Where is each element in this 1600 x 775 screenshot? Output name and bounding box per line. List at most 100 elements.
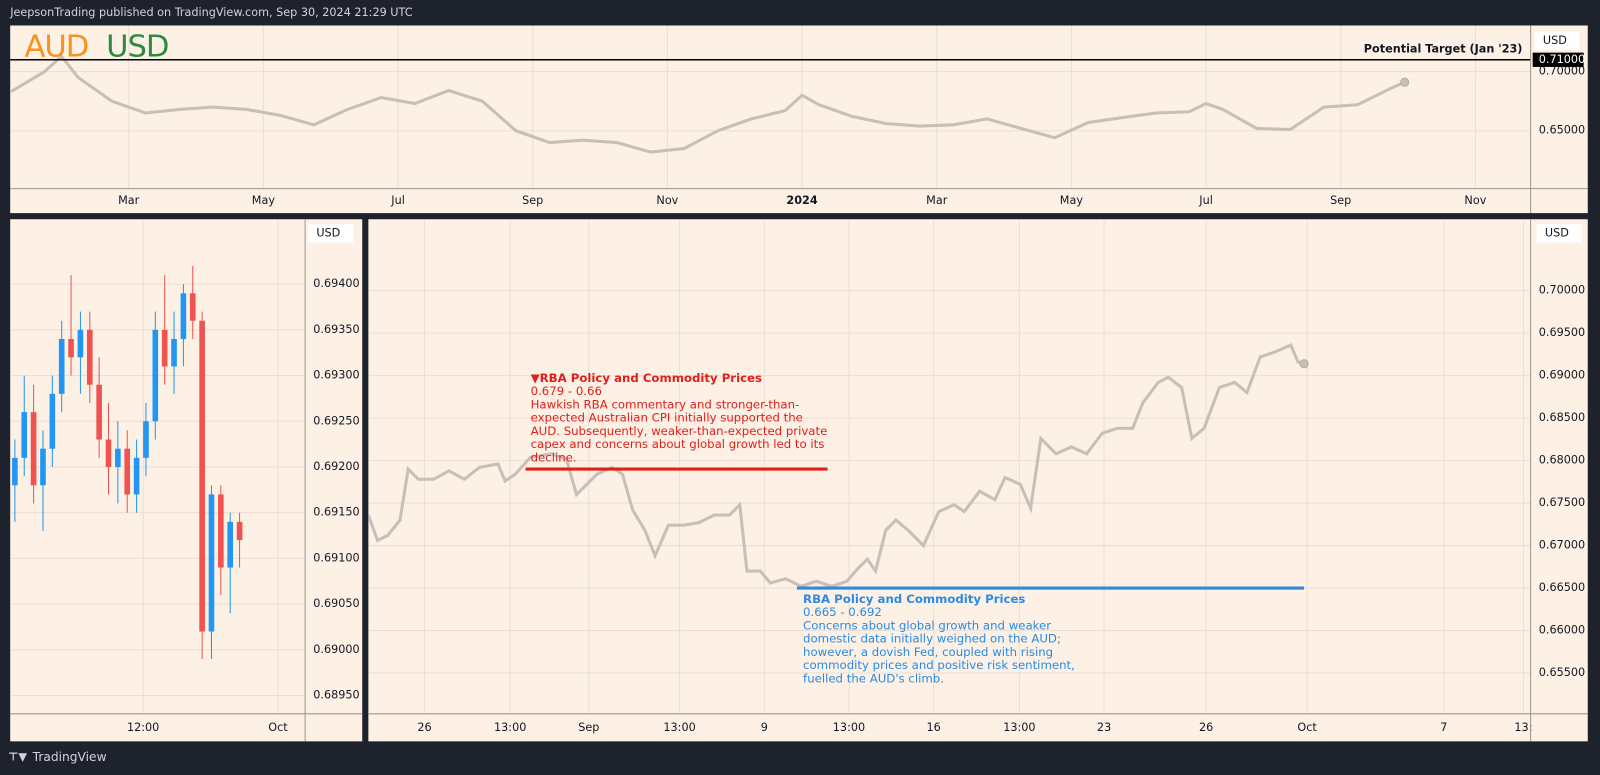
candle-body	[227, 521, 234, 568]
plot-area	[10, 219, 306, 714]
unit-box	[308, 224, 354, 243]
x-tick-label: Sep	[522, 194, 543, 207]
candle-body	[77, 329, 84, 358]
x-tick-label: 9	[761, 721, 768, 734]
y-tick-label: 0.69200	[313, 460, 359, 473]
candle-body	[199, 320, 205, 632]
price-line	[368, 342, 1305, 589]
note-text: expected Australian CPI initially suppor…	[531, 411, 803, 425]
x-tick-label: Mar	[926, 194, 948, 207]
x-tick-label: Oct	[268, 721, 288, 734]
symbol-quote: USD	[106, 29, 168, 64]
y-tick-label: 0.68500	[1539, 411, 1585, 424]
x-tick-label: May	[252, 194, 276, 207]
note-title: ▼RBA Policy and Commodity Prices	[531, 371, 762, 385]
candle-body	[58, 339, 65, 394]
y-tick-label: 0.69500	[1539, 326, 1585, 339]
x-tick-label: 26	[417, 721, 431, 734]
y-tick-label: 0.65000	[1539, 124, 1585, 137]
candle-body	[124, 448, 131, 495]
y-tick-label: 0.67000	[1539, 539, 1585, 552]
x-tick-label: 23	[1097, 721, 1111, 734]
y-unit: USD	[1545, 227, 1569, 240]
y-tick-label: 0.69250	[313, 414, 359, 427]
y-tick-label: 0.69350	[313, 323, 359, 336]
y-tick-label: 0.68950	[313, 689, 359, 702]
unit-box	[1534, 31, 1580, 50]
note-range: 0.665 - 0.692	[803, 605, 882, 619]
x-tick-label: Oct	[1297, 721, 1317, 734]
x-tick-label: Sep	[578, 721, 599, 734]
published-note: JeepsonTrading published on TradingView.…	[9, 6, 413, 19]
candle-body	[96, 384, 102, 440]
x-tick-label: 13:00	[663, 721, 695, 734]
candle-body	[236, 521, 243, 541]
x-tick-label: 12:00	[127, 721, 159, 734]
note-text: fuelled the AUD's climb.	[803, 671, 944, 685]
y-tick-label: 0.68000	[1539, 454, 1585, 467]
y-unit: USD	[316, 227, 340, 240]
note-text: domestic data initially weighed on the A…	[803, 632, 1061, 646]
target-label: Potential Target (Jan '23)	[1364, 43, 1523, 56]
note-text: capex and concerns about global growth l…	[531, 437, 825, 451]
note-text: however, a dovish Fed, coupled with risi…	[803, 645, 1053, 659]
candle-body	[68, 339, 74, 358]
symbol-base: AUD	[24, 29, 88, 64]
candle-body	[40, 448, 46, 486]
x-tick-label: 13:00	[494, 721, 526, 734]
x-tick-label: 16	[927, 721, 941, 734]
note-text: Hawkish RBA commentary and stronger-than…	[531, 397, 800, 411]
plot-area	[10, 25, 1531, 189]
charts: Mar May Jul Sep Nov 2024 Mar May Jul Sep Nov 0.6500…	[10, 25, 1585, 734]
candle-body	[86, 329, 93, 385]
x-tick-label: 2024	[786, 194, 817, 207]
note-text: commodity prices and positive risk senti…	[803, 658, 1075, 672]
y-tick-label: 0.69300	[313, 369, 359, 382]
candle-body	[105, 439, 112, 467]
candle-body	[208, 494, 215, 632]
x-tick-label: Jul	[390, 194, 405, 207]
y-tick-label: 0.69400	[313, 277, 359, 290]
last-point	[1400, 77, 1410, 87]
y-tick-label: 0.69000	[313, 643, 359, 656]
plot-area	[368, 219, 1531, 714]
y-tick-label: 0.69000	[1539, 369, 1585, 382]
x-tick-label: Sep	[1330, 194, 1351, 207]
y-unit: USD	[1543, 34, 1567, 47]
candle-body	[180, 293, 187, 340]
candle-body	[152, 329, 159, 422]
y-tick-label: 0.70000	[1539, 65, 1585, 78]
y-tick-label: 0.66500	[1539, 581, 1585, 594]
note-text: decline.	[531, 450, 577, 464]
x-tick-label: 13:00	[1003, 721, 1035, 734]
y-tick-label: 0.70000	[1539, 284, 1585, 297]
candle-body	[171, 339, 177, 367]
note-text: Concerns about global growth and weaker	[803, 618, 1051, 632]
y-tick-label: 0.66000	[1539, 624, 1585, 637]
x-tick-label: 13:00	[833, 721, 865, 734]
target-value: 0.71000	[1539, 53, 1585, 66]
x-tick-label: Nov	[1464, 194, 1486, 207]
x-tick-label: Jul	[1198, 194, 1213, 207]
last-point	[1299, 359, 1309, 369]
unit-box	[1536, 224, 1582, 243]
logo: ⊤▼	[8, 751, 27, 764]
candle-body	[143, 421, 149, 458]
target-value-box	[1532, 52, 1584, 67]
note-range: 0.679 - 0.66	[531, 384, 602, 398]
panel	[10, 25, 1588, 214]
y-tick-label: 0.67500	[1539, 496, 1585, 509]
note-text: AUD. Subsequently, weaker-than-expected …	[531, 424, 828, 438]
candle-body	[30, 412, 37, 486]
candle-body	[218, 494, 224, 568]
panel	[10, 219, 363, 742]
candle-body	[115, 448, 121, 467]
note-title: RBA Policy and Commodity Prices	[803, 592, 1025, 606]
candle-body	[21, 412, 28, 458]
y-tick-label: 0.65500	[1539, 666, 1585, 679]
y-tick-label: 0.69150	[313, 506, 359, 519]
candle-body	[12, 457, 18, 486]
y-tick-label: 0.69100	[313, 551, 359, 564]
x-tick-label: 26	[1199, 721, 1213, 734]
